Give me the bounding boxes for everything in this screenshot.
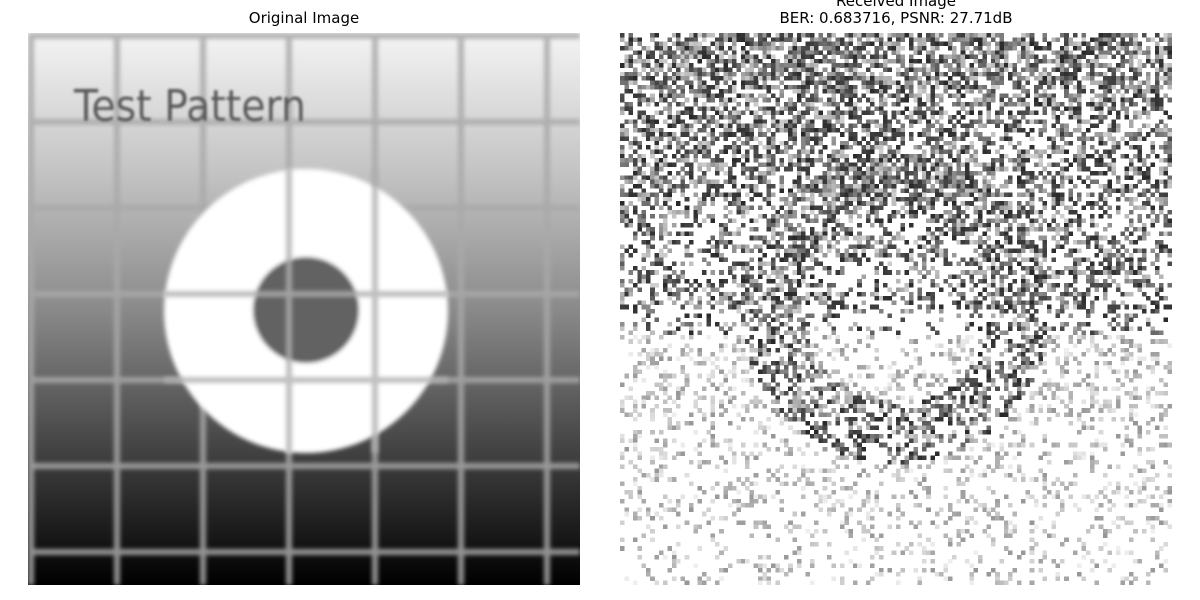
received-image-title-line1: Received Image xyxy=(836,0,956,10)
dark-center-disc xyxy=(253,257,359,363)
received-image-title: Received Image BER: 0.683716, PSNR: 27.7… xyxy=(620,0,1172,27)
test-pattern-label: Test Pattern xyxy=(73,81,306,132)
ring-grid-lines xyxy=(164,169,448,453)
noise-pixel-grid xyxy=(620,33,1172,585)
received-image xyxy=(620,33,1172,585)
received-image-metrics: BER: 0.683716, PSNR: 27.71dB xyxy=(779,9,1013,27)
original-image: Test Pattern xyxy=(28,33,580,585)
original-image-title: Original Image xyxy=(248,9,360,27)
